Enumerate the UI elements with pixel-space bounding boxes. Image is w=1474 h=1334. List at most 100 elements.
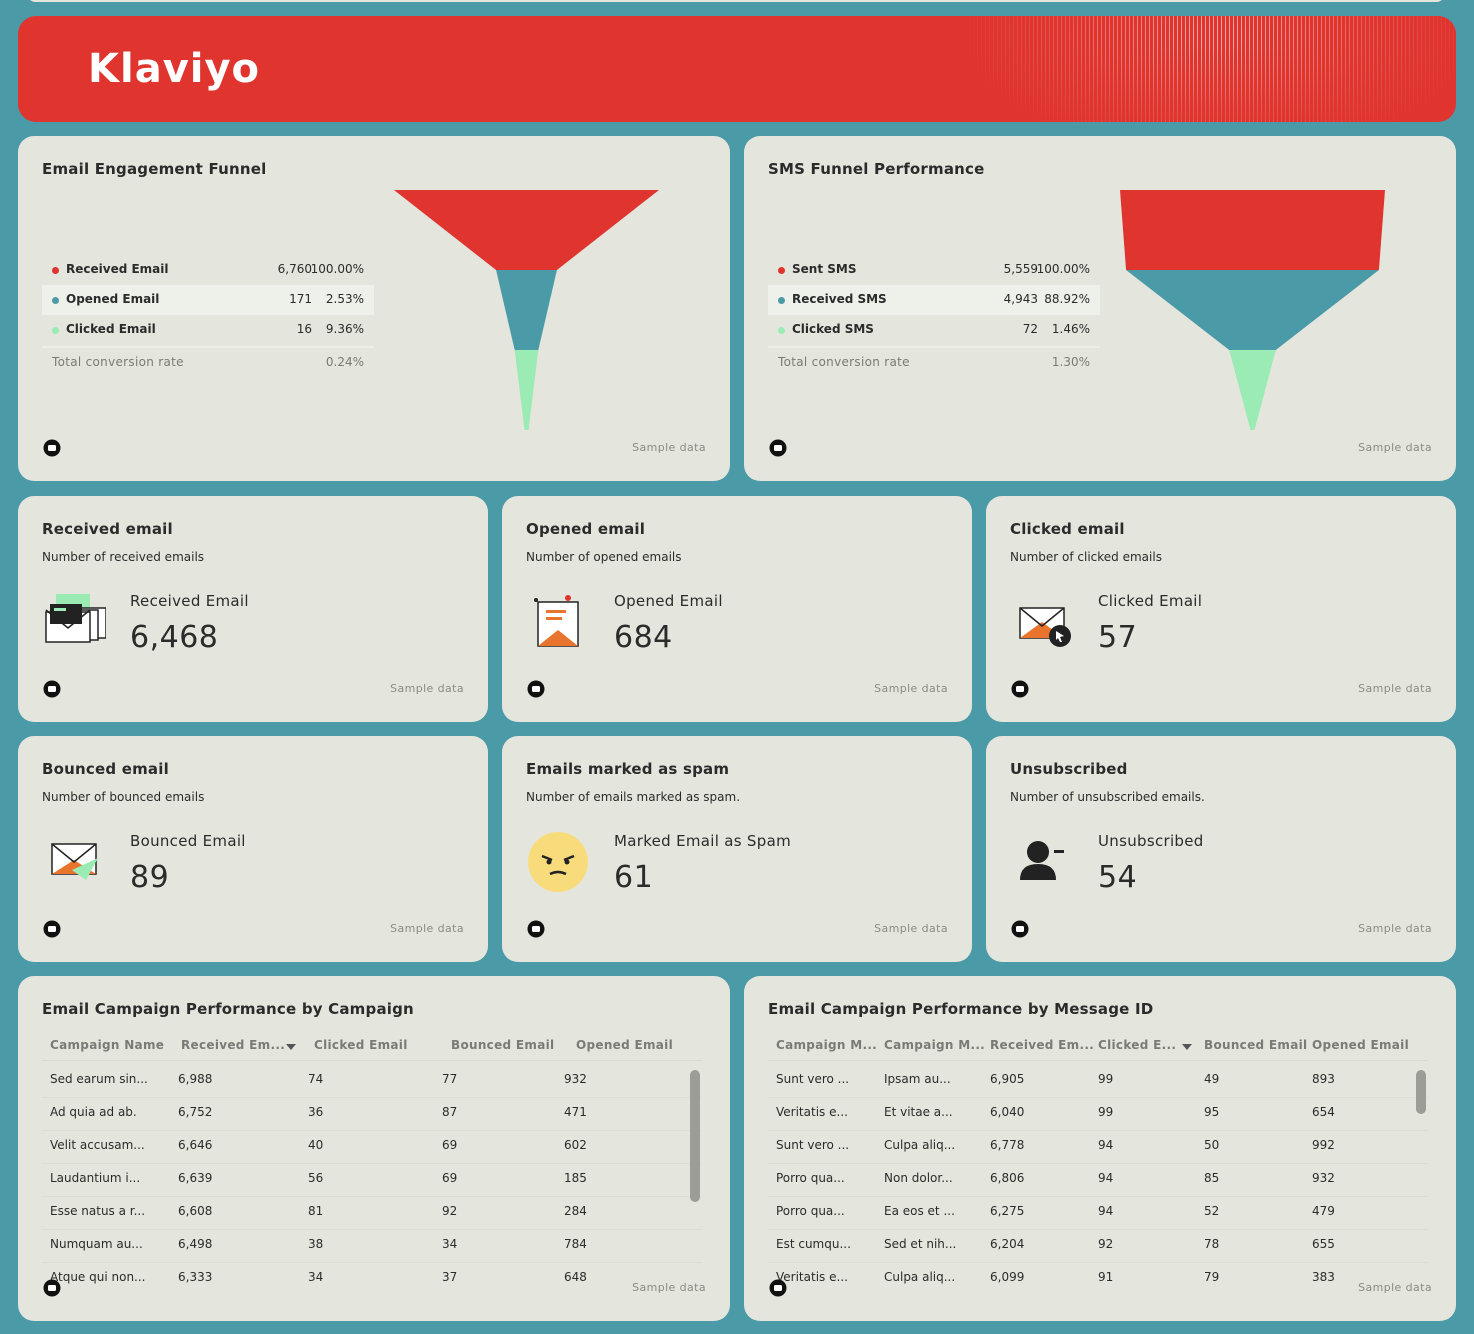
table-cell: 92 [1098,1237,1114,1251]
stage-value: 72 [1022,322,1038,336]
ic [564,859,570,865]
stage-name: Sent SMS [792,262,857,276]
row-divider [42,1097,702,1098]
table-cell: 95 [1204,1105,1220,1119]
chart-icon [527,680,545,698]
icon-inner [1016,926,1024,932]
table-cell: Ipsam au... [884,1072,951,1086]
column-header: Campaign M... [884,1038,986,1052]
column-header: Clicked E... [1098,1038,1177,1052]
icon-inner [48,1285,56,1291]
header-divider [42,1060,702,1061]
stage-name: Received SMS [792,292,887,306]
row-divider [42,1196,702,1197]
stage-share: 88.92% [1044,292,1090,306]
kpi-card: Clicked email Number of clicked emails Cli… [986,496,1456,722]
card-title: Email Campaign Performance by Message ID [768,1000,1154,1018]
table-card: Email Campaign Performance by Campaign Ca… [18,976,730,1321]
sample-data: Sample data [1358,682,1432,695]
column-header: Campaign M... [776,1038,878,1052]
table-cell: 49 [1204,1072,1220,1086]
icon-inner [1016,686,1024,692]
total-label: Total conversion rate [778,355,910,369]
funnel-chart [1120,190,1385,430]
icon-inner [532,926,540,932]
funnel-chart [394,190,659,430]
card-subtitle: Number of opened emails [526,550,682,564]
table-cell: Culpa aliq... [884,1138,956,1152]
card-subtitle: Number of emails marked as spam. [526,790,741,804]
card-title: Unsubscribed [1010,760,1128,778]
ic [546,610,566,613]
table-cell: 383 [1312,1270,1335,1284]
icon-inner [774,445,782,451]
ic [528,832,588,892]
kpi-value: 6,468 [130,620,219,655]
table-cell: 284 [564,1204,587,1218]
sample-data: Sample data [1358,922,1432,935]
banner-pattern [818,16,1456,122]
icon-inner [774,1285,782,1291]
funnel-segment [1120,190,1385,270]
kpi-label: Clicked Email [1098,592,1203,610]
table-cell: Laudantium i... [50,1171,141,1185]
ic [534,598,538,602]
chart-icon [769,1279,787,1297]
table-cell: Sed et nih... [884,1237,957,1251]
column-header: Received Em... [181,1038,286,1052]
table-cell: 38 [308,1237,324,1251]
stage-value: 6,760 [277,262,312,276]
table-cell: 81 [308,1204,324,1218]
row-divider [42,1130,702,1131]
legend-row: Sent SMS 5,559 100.00% [768,255,1100,285]
card-title: Clicked email [1010,520,1125,538]
funnel-card: Email Engagement Funnel Received Email 6,7… [18,136,730,481]
ic [541,854,575,862]
table-cell: 932 [564,1072,587,1086]
table-cell: 6,275 [990,1204,1025,1218]
table-cell: 479 [1312,1204,1335,1218]
ic [54,608,66,611]
sample-data: Sample data [632,1281,706,1294]
sample-data: Sample data [390,682,464,695]
table-cell: 471 [564,1105,587,1119]
ic [50,604,82,624]
row-divider [768,1130,1428,1131]
row-divider [768,1262,1428,1263]
total-label: Total conversion rate [52,355,184,369]
legend-row: Clicked Email 16 9.36% [42,315,374,345]
total-value: 0.24% [325,355,364,369]
kpi-value: 89 [130,860,170,895]
brand: Klaviyo [88,46,261,92]
row-divider [768,1229,1428,1230]
table-cell: 6,752 [178,1105,213,1119]
card-title: Bounced email [42,760,169,778]
table-cell: 6,806 [990,1171,1025,1185]
ic [565,595,571,601]
legend-dot [778,297,785,304]
card-title: Received email [42,520,173,538]
table-cell: Non dolor... [884,1171,953,1185]
table-cell: 34 [442,1237,458,1251]
table-cell: Atque qui non... [50,1270,146,1284]
table-cell: 56 [308,1171,324,1185]
table-cell: Veritatis e... [776,1105,848,1119]
chart-icon [43,680,61,698]
card-title: Emails marked as spam [526,760,730,778]
column-header: Opened Email [1312,1038,1410,1052]
table-cell: Ad quia ad ab. [50,1105,137,1119]
stage-value: 16 [296,322,312,336]
table-cell: 6,988 [178,1072,213,1086]
row-divider [42,1262,702,1263]
kpi-card: Unsubscribed Number of unsubscribed email… [986,736,1456,962]
sort-arrow [1182,1044,1192,1050]
icon-inner [48,445,56,451]
chart-icon [1011,680,1029,698]
sort-icon [1182,1044,1192,1050]
table-cell: Culpa aliq... [884,1270,956,1284]
sample-data: Sample data [874,922,948,935]
kpi-label: Opened Email [614,592,723,610]
table-cell: 6,639 [178,1171,213,1185]
ic [1054,850,1064,853]
table-cell: 77 [442,1072,458,1086]
